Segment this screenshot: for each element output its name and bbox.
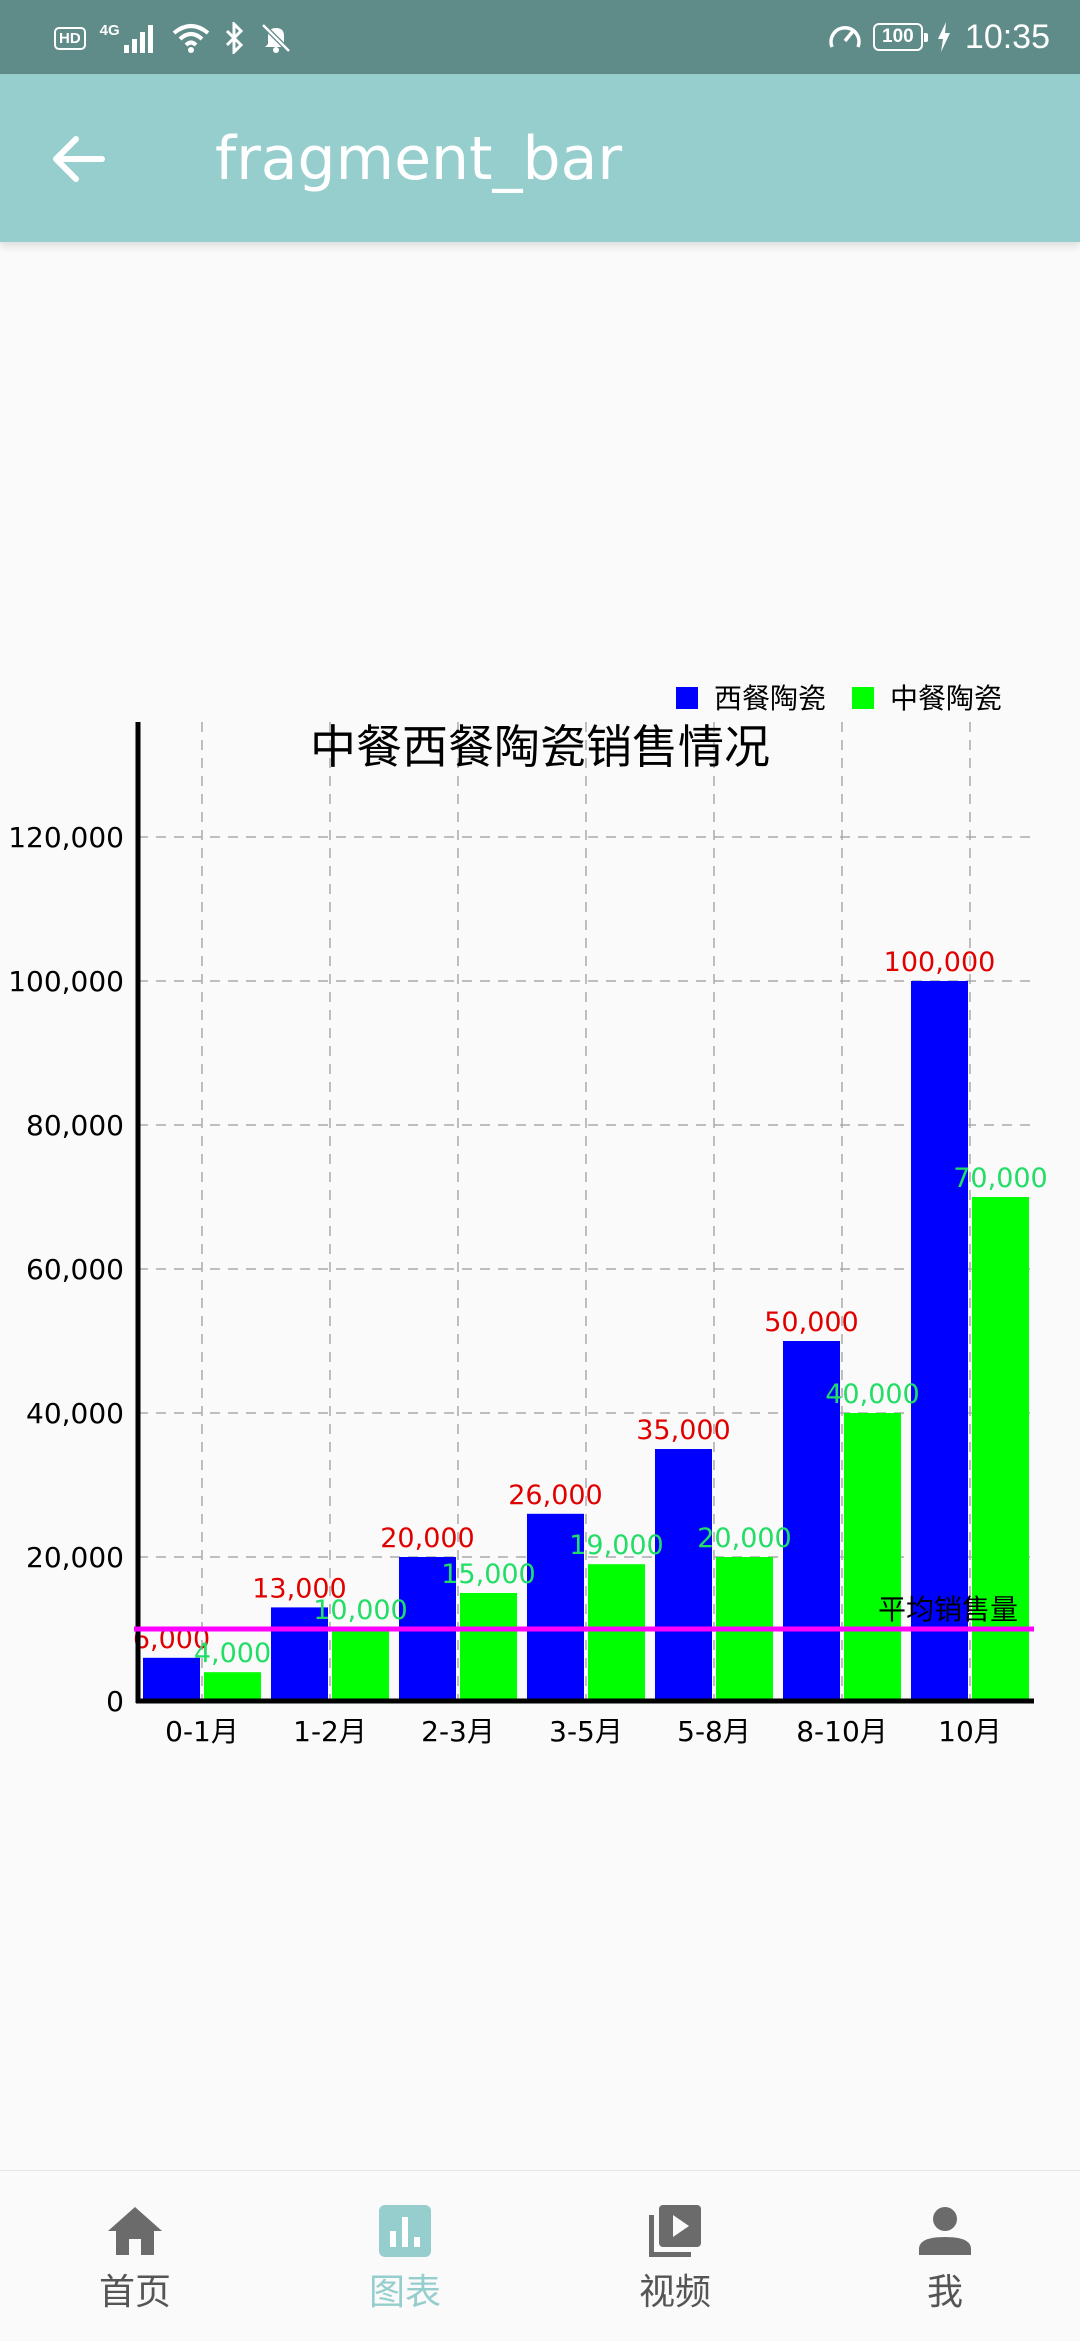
bar-western — [143, 1657, 200, 1701]
bar-chinese — [972, 1197, 1029, 1701]
grid-lines — [138, 722, 1034, 1701]
nav-label-video: 视频 — [638, 2272, 711, 2313]
bar-value-label: 20,000 — [380, 1523, 474, 1554]
legend: 西餐陶瓷 中餐陶瓷 — [676, 682, 1002, 715]
bar-chart-icon — [379, 2205, 431, 2257]
charging-icon — [937, 22, 950, 52]
x-tick-label: 10月 — [938, 1715, 1002, 1748]
nav-label-me: 我 — [926, 2272, 963, 2313]
bar-chinese — [844, 1413, 901, 1701]
nav-item-chart[interactable]: 图表 — [270, 2171, 540, 2341]
signal-icon — [123, 25, 153, 53]
page-title: fragment_bar — [215, 124, 623, 194]
video-library-icon — [649, 2205, 701, 2257]
y-tick-label: 60,000 — [26, 1253, 124, 1286]
bar-chinese — [204, 1672, 261, 1701]
nav-label-home: 首页 — [98, 2272, 171, 2313]
bar-value-label: 10,000 — [313, 1595, 407, 1626]
bar-western — [271, 1607, 328, 1701]
bar-chart-svg: 6,00013,00020,00026,00035,00050,000100,0… — [8, 682, 1048, 1748]
y-tick-label: 120,000 — [8, 821, 124, 854]
home-icon — [108, 2207, 162, 2255]
value-labels: 6,00013,00020,00026,00035,00050,000100,0… — [133, 947, 1048, 1669]
nav-label-chart: 图表 — [368, 2272, 441, 2313]
bar-value-label: 26,000 — [508, 1480, 602, 1511]
bar-western — [655, 1449, 712, 1701]
bar-value-label: 35,000 — [636, 1415, 730, 1446]
bar-value-label: 40,000 — [825, 1379, 919, 1410]
speedometer-icon — [829, 26, 861, 48]
bar-western — [783, 1341, 840, 1701]
chart-title: 中餐西餐陶瓷销售情况 — [310, 720, 770, 774]
bar-chart[interactable]: 6,000 13,000 20,000 26,000 35,000 50,000 100,0… — [0, 660, 1080, 1770]
bar-value-label: 4,000 — [194, 1638, 271, 1669]
legend-label: 西餐陶瓷 — [714, 682, 826, 715]
x-tick-label: 3-5月 — [549, 1715, 623, 1748]
x-axis-ticks: 0-1月 1-2月 2-3月 3-5月 5-8月 8-10月 10月 — [165, 1715, 1002, 1748]
y-axis-ticks: 0 20,000 40,000 60,000 80,000 100,000 120,000 — [8, 821, 124, 1718]
y-tick-label: 20,000 — [26, 1541, 124, 1574]
nav-item-me[interactable]: 我 — [810, 2171, 1080, 2341]
mute-bell-icon — [260, 23, 291, 53]
y-tick-label: 0 — [106, 1685, 124, 1718]
wifi-icon — [172, 24, 209, 53]
y-tick-label: 100,000 — [8, 965, 124, 998]
bluetooth-icon — [225, 22, 243, 54]
status-right: 100 10:35 — [827, 16, 1050, 58]
y-tick-label: 40,000 — [26, 1397, 124, 1430]
status-left: HD 4G — [54, 18, 292, 58]
hd-badge: HD — [54, 26, 86, 50]
network-type: 4G — [99, 21, 120, 39]
nav-item-home[interactable]: 首页 — [0, 2171, 270, 2341]
bar-value-label: 13,000 — [252, 1573, 346, 1604]
y-tick-label: 80,000 — [26, 1109, 124, 1142]
status-bar: HD 4G 100 10:35 — [0, 0, 1080, 74]
bar-value-label: 19,000 — [569, 1530, 663, 1561]
x-tick-label: 0-1月 — [165, 1715, 239, 1748]
legend-label: 中餐陶瓷 — [890, 682, 1002, 715]
bar-chinese — [588, 1564, 645, 1701]
x-tick-label: 2-3月 — [421, 1715, 495, 1748]
bar-chinese — [332, 1629, 389, 1701]
back-button[interactable] — [44, 124, 114, 194]
x-tick-label: 5-8月 — [677, 1715, 751, 1748]
limit-line-label: 平均销售量 — [878, 1593, 1018, 1626]
limit-line-group: 平均销售量 — [134, 1593, 1034, 1632]
bar-value-label: 100,000 — [884, 947, 996, 978]
x-tick-label: 8-10月 — [796, 1715, 888, 1748]
arrow-left-icon — [53, 136, 105, 182]
legend-swatch — [676, 687, 698, 709]
nav-item-video[interactable]: 视频 — [540, 2171, 810, 2341]
bar-western — [527, 1513, 584, 1701]
bar-value-label: 50,000 — [764, 1307, 858, 1338]
clock: 10:35 — [964, 18, 1050, 56]
bar-chinese — [460, 1593, 517, 1701]
bottom-navigation: 首页 图表 视频 我 — [0, 2170, 1080, 2341]
legend-swatch — [852, 687, 874, 709]
x-tick-label: 1-2月 — [293, 1715, 367, 1748]
bar-value-label: 20,000 — [697, 1523, 791, 1554]
battery-indicator: 100 — [872, 23, 928, 51]
bars — [143, 981, 1029, 1701]
bar-western — [911, 981, 968, 1701]
bar-value-label: 15,000 — [441, 1559, 535, 1590]
bar-value-label: 70,000 — [953, 1163, 1047, 1194]
person-icon — [919, 2207, 971, 2255]
app-bar: fragment_bar — [0, 74, 1080, 242]
